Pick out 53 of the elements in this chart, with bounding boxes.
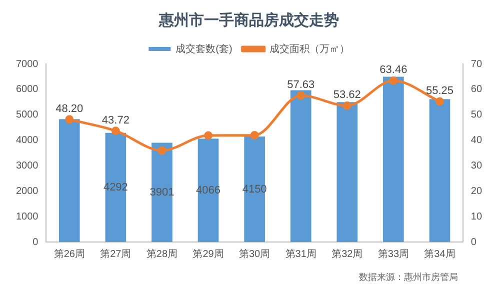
data-label: 43.72 — [102, 114, 130, 126]
y-tick-label: 2000 — [16, 186, 39, 197]
x-tick-label: 第30周 — [239, 248, 270, 260]
y2-tick-label: 30 — [470, 160, 482, 172]
point — [65, 115, 74, 124]
point — [435, 97, 444, 106]
y2-tick-label: 40 — [470, 135, 482, 146]
chart-title: 惠州市一手商品房成交走势 — [158, 11, 339, 30]
y2-tick-label: 70 — [470, 58, 482, 70]
y-tick-label: 3000 — [16, 160, 39, 172]
bar — [429, 99, 450, 242]
bar — [105, 132, 126, 242]
x-tick-label: 第29周 — [192, 248, 224, 260]
y2-tick-label: 60 — [470, 84, 482, 96]
data-label: 55.25 — [426, 85, 454, 98]
data-label: 48.20 — [56, 102, 84, 115]
point — [389, 76, 398, 85]
data-label: 53.62 — [333, 89, 361, 102]
y2-tick-label: 0 — [470, 236, 477, 248]
y-tick-label: 6000 — [16, 84, 39, 96]
bar — [198, 138, 219, 242]
x-tick-label: 第26周 — [54, 248, 85, 260]
x-tick-label: 第31周 — [285, 248, 316, 260]
y2-tick-label: 50 — [470, 110, 482, 121]
point — [342, 101, 352, 110]
y-tick-label: 7000 — [16, 58, 39, 70]
legend-label: 成交面积（万㎡） — [269, 42, 350, 55]
y-tick-label: 0 — [32, 236, 39, 248]
point — [158, 146, 166, 155]
bar — [290, 90, 312, 242]
x-tick-label: 第28周 — [146, 248, 178, 260]
point — [250, 130, 259, 140]
bar — [244, 136, 265, 242]
point — [204, 131, 213, 140]
x-tick-label: 第34周 — [424, 248, 456, 260]
data-label: 63.46 — [380, 64, 408, 76]
y2-tick-label: 20 — [470, 186, 482, 197]
x-tick-label: 第27周 — [100, 248, 132, 260]
source-note: 数据来源：惠州市房管局 — [359, 272, 458, 282]
y-tick-label: 5000 — [16, 110, 39, 121]
data-label: 57.63 — [287, 78, 315, 91]
bar — [58, 119, 80, 242]
legend-label: 成交套数(套) — [176, 42, 232, 55]
point — [111, 126, 120, 136]
x-tick-label: 第33周 — [378, 248, 409, 260]
x-tick-label: 第32周 — [332, 248, 363, 260]
y2-tick-label: 10 — [470, 211, 482, 222]
point — [296, 91, 306, 100]
y-tick-label: 1000 — [16, 211, 39, 222]
bar — [383, 76, 404, 242]
bar — [152, 142, 172, 242]
bar — [336, 102, 358, 242]
y-tick-label: 4000 — [16, 135, 39, 146]
